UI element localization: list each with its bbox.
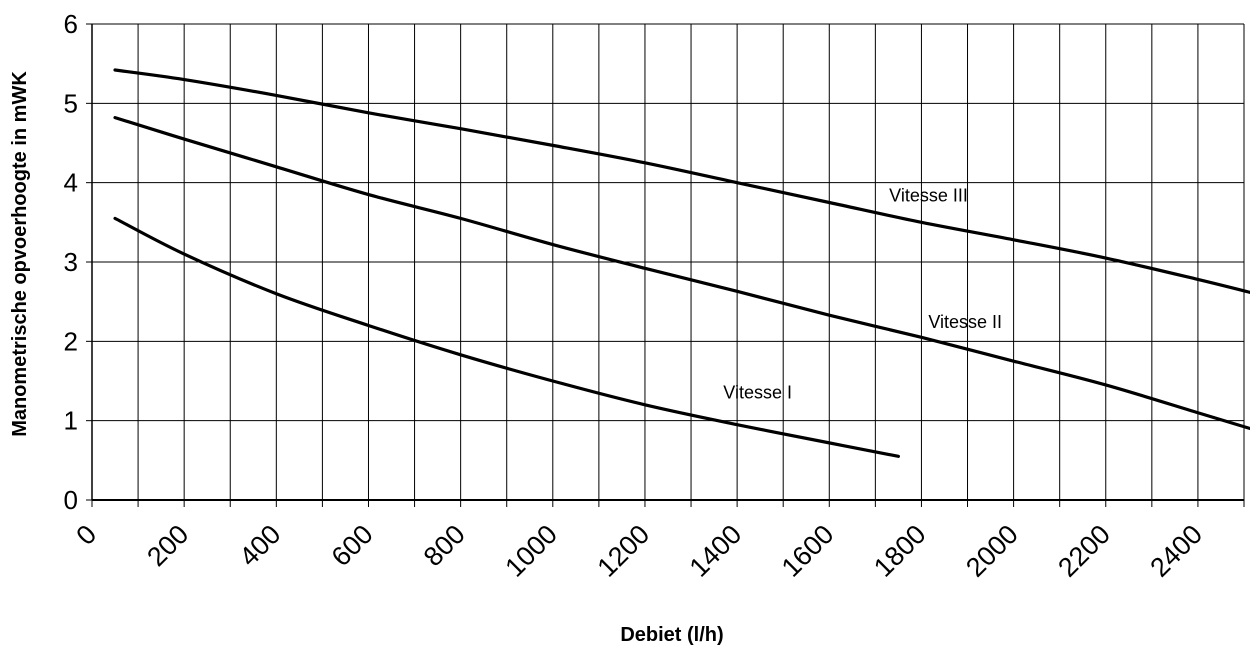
series-line-1 <box>113 216 900 458</box>
y-tick-label: 3 <box>64 247 78 277</box>
axes-layer <box>86 23 1245 507</box>
series-line-3 <box>113 68 1250 294</box>
y-tick-label: 0 <box>64 485 78 515</box>
x-tick-label: 1000 <box>499 519 563 583</box>
x-tick-label: 1200 <box>592 519 656 583</box>
x-tick-label: 1800 <box>868 519 932 583</box>
y-tick-label: 6 <box>64 9 78 39</box>
y-axis-title: Manometrische opvoerhoogte in mWK <box>9 71 31 437</box>
series-layer <box>113 68 1250 458</box>
x-tick-label: 800 <box>418 519 471 572</box>
series-label-2: Vitesse II <box>928 312 1002 332</box>
x-axis-title: Debiet (l/h) <box>620 624 723 646</box>
y-tick-label: 5 <box>64 88 78 118</box>
x-tick-label: 1400 <box>684 519 748 583</box>
x-tick-label: 600 <box>326 519 379 572</box>
x-tick-label: 1600 <box>776 519 840 583</box>
x-tick-label: 400 <box>233 519 286 572</box>
x-tick-label: 2200 <box>1052 519 1116 583</box>
grid-layer <box>92 23 1245 500</box>
series-line-2 <box>113 116 1250 431</box>
x-tick-label: 0 <box>70 519 102 551</box>
series-label-1: Vitesse I <box>723 382 792 402</box>
x-tick-label: 2400 <box>1144 519 1208 583</box>
y-tick-label: 2 <box>64 326 78 356</box>
y-tick-label: 4 <box>64 168 78 198</box>
y-tick-label: 1 <box>64 406 78 436</box>
x-tick-label: 200 <box>141 519 194 572</box>
series-label-3: Vitesse III <box>889 186 968 206</box>
x-tick-label: 2000 <box>960 519 1024 583</box>
labels-layer: 0 1 2 3 4 5 6 0 200 400 600 800 1000 1200 1400 1600 1800… <box>64 9 1209 583</box>
